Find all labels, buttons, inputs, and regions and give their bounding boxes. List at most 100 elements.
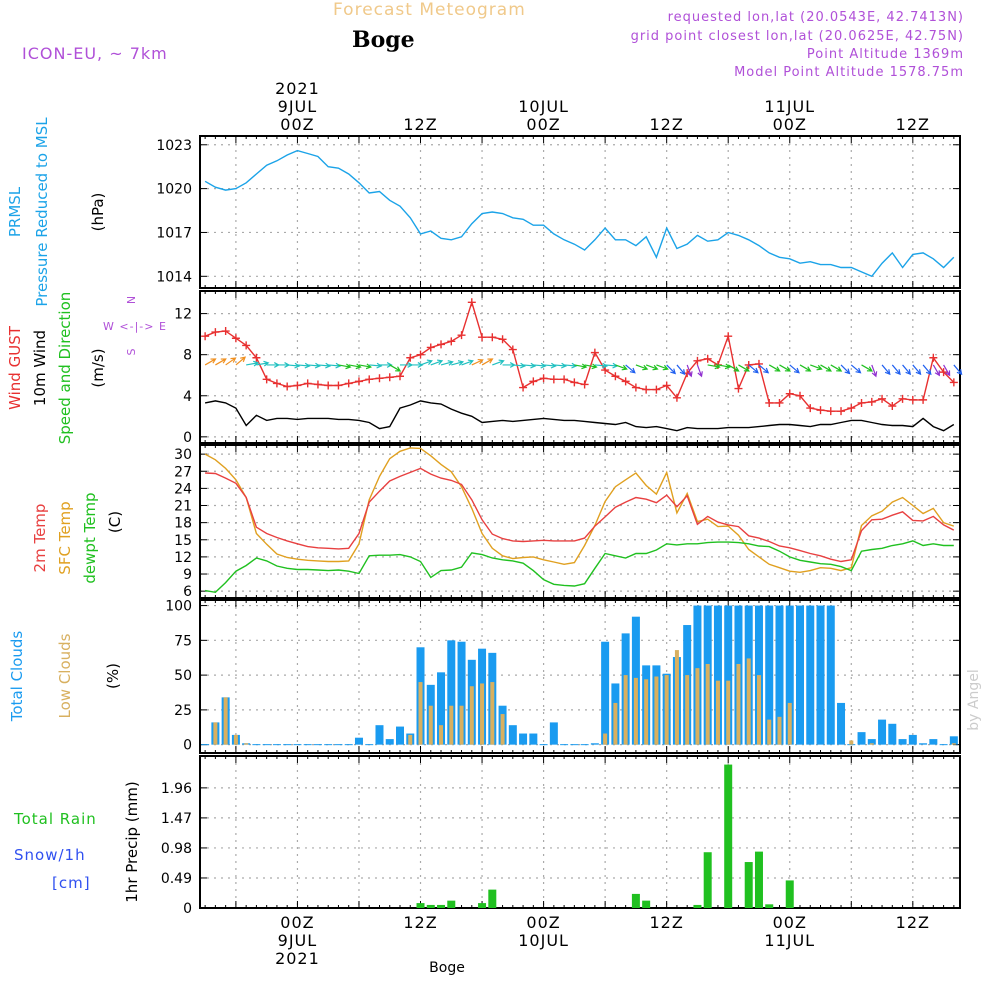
total-cloud-bar [447, 640, 456, 745]
gust-marker [478, 333, 487, 342]
rain-bar [437, 904, 446, 908]
gust-marker [396, 372, 404, 381]
panel-pressure: 1014 1017 1020 1023 [156, 135, 961, 289]
low-cloud-bar [736, 663, 741, 745]
wind-direction-arrow [922, 364, 932, 376]
wind-direction-arrow [615, 364, 628, 371]
point-altitude: Point Altitude 1369m [806, 47, 964, 62]
wind-direction-arrow [235, 356, 247, 366]
total-cloud-bar [549, 722, 558, 745]
wind-direction-arrow [338, 363, 352, 370]
y-tick-label: 25 [174, 703, 192, 719]
direction-ylabel: Speed and Direction [56, 292, 74, 445]
wind-direction-arrow [696, 364, 703, 378]
x-axis-top-label: 00Z [526, 115, 560, 134]
low-cloud-bar [705, 663, 710, 745]
gust-marker [262, 375, 271, 384]
low-cloud-bar [715, 680, 720, 745]
total-cloud-bar [857, 732, 866, 745]
low-cloud-bar [603, 733, 608, 745]
pressure-unit: (hPa) [89, 193, 107, 232]
total-cloud-bar [785, 605, 794, 745]
low-cloud-bar [480, 683, 485, 745]
wind-direction-arrow [297, 362, 311, 369]
panel-frame [199, 599, 961, 754]
wind-direction-arrow [328, 362, 342, 369]
wind-direction-arrow [584, 363, 598, 370]
total-cloud-bar [837, 702, 846, 745]
total-cloud-bar [867, 739, 876, 745]
low-cloud-bar [418, 682, 423, 745]
gust-marker [724, 332, 733, 341]
low-cloud-bar [490, 682, 495, 745]
gust-marker [272, 379, 281, 388]
tsfc-ylabel: SFC Temp [56, 501, 74, 574]
wind-direction-arrow [553, 362, 568, 369]
wind-direction-arrow [471, 358, 484, 366]
gust-marker [693, 356, 702, 365]
y-tick-label: 0 [183, 738, 192, 754]
gust-marker [242, 341, 251, 350]
y-tick-label: 15 [174, 533, 192, 549]
low-cloud-bar [633, 677, 638, 745]
wind-direction-arrow [768, 364, 781, 372]
wind-gust-line [204, 299, 955, 412]
gust-marker [867, 397, 876, 406]
y-tick-label: 4 [183, 389, 192, 405]
low-cloud-bar [439, 725, 444, 745]
rain-bar [416, 903, 425, 908]
total-cloud-bar [590, 743, 599, 745]
wind-direction-arrow [686, 364, 693, 378]
gust-marker [570, 378, 579, 387]
gust-marker [252, 353, 261, 362]
gust-marker [826, 407, 835, 416]
low-cloud-bar [767, 719, 772, 745]
wind-direction-arrow [943, 364, 951, 377]
y-tick-label: 8 [183, 348, 192, 364]
low-cloud-bar [408, 734, 413, 745]
gust-marker [898, 394, 907, 403]
total-cloud-bar [396, 726, 404, 745]
wind-unit: (m/s) [89, 348, 107, 387]
rain-bar [765, 904, 774, 908]
wind-direction-arrow [830, 364, 843, 372]
x-axis-top-label: 00Z [773, 115, 807, 134]
wind-direction-arrow [605, 362, 619, 369]
gust-marker [590, 348, 599, 357]
gust-marker [416, 350, 425, 359]
panel-frame [199, 444, 961, 599]
x-axis-bottom-label: 11JUL [764, 931, 815, 950]
y-tick-label: 1.47 [161, 811, 192, 827]
gust-marker [621, 377, 630, 386]
gust-marker [857, 398, 866, 407]
low-cloud-bar [777, 716, 782, 745]
low-cloud-bar [469, 686, 474, 745]
gust-marker [437, 340, 446, 349]
low-cloud-bar [849, 740, 854, 745]
wind-direction-arrow [789, 364, 800, 374]
y-tick-label: 0 [183, 901, 192, 917]
wind-direction-arrow [861, 364, 874, 372]
gust-marker [662, 381, 671, 390]
gust-marker [385, 373, 394, 382]
wind-direction-arrow [574, 363, 588, 370]
total-cloud-bar [908, 734, 917, 745]
y-tick-label: 1023 [156, 138, 192, 154]
gust-marker [734, 384, 743, 393]
total-cloud-bar [437, 672, 446, 745]
gust-marker [324, 381, 333, 390]
gust-marker [221, 327, 230, 336]
y-tick-label: 50 [174, 668, 192, 684]
low-cloud-bar [746, 658, 751, 745]
wind-direction-arrow [451, 360, 465, 366]
low-cloud-bar [613, 702, 618, 745]
rain-bar [631, 893, 640, 908]
y-tick-label: 100 [165, 599, 192, 615]
wind-direction-arrow [317, 362, 332, 369]
footer-station: Boge [429, 960, 465, 976]
wind-direction-arrow [881, 364, 891, 376]
wind-direction-arrow [256, 360, 270, 367]
rain-bar [693, 904, 702, 908]
y-tick-label: 1.96 [161, 781, 192, 797]
gust-marker [231, 334, 240, 343]
